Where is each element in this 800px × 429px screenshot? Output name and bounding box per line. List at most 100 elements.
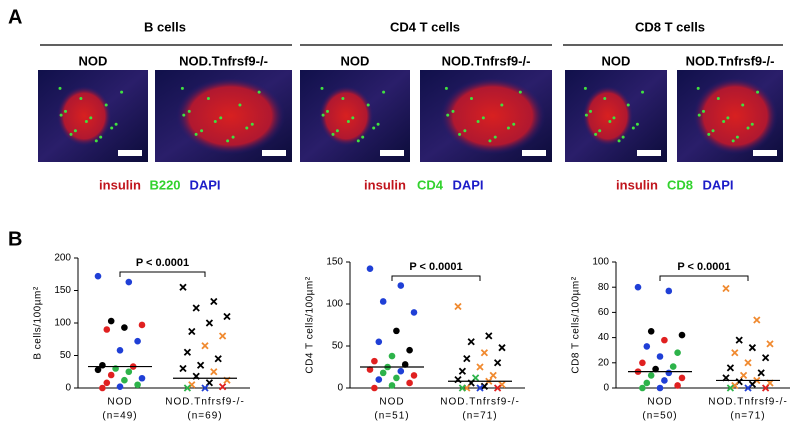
stain-dot [250, 122, 254, 126]
data-point [639, 359, 646, 367]
y-tick-label: 150 [54, 285, 71, 296]
islet [692, 77, 778, 155]
data-point [731, 381, 739, 390]
data-point [643, 343, 651, 350]
data-point [125, 368, 133, 376]
stain-dot [361, 135, 365, 139]
stain-dot [182, 113, 186, 117]
stain-dot [99, 135, 103, 139]
stain-dot [444, 86, 448, 90]
y-tick-label: 100 [592, 257, 609, 268]
data-point [458, 384, 467, 392]
stain-dot [335, 129, 339, 133]
data-point [103, 326, 111, 333]
y-tick-label: 200 [54, 253, 71, 264]
stain-label: CD8 [667, 177, 693, 192]
stain-dot [180, 86, 184, 90]
data-point [183, 348, 192, 356]
scale-bar [637, 150, 661, 156]
stain-dot [84, 120, 88, 124]
data-point [722, 284, 730, 293]
data-point [643, 379, 651, 387]
stain-dot [200, 129, 204, 133]
stain-dot [512, 122, 516, 126]
data-point [467, 338, 475, 346]
y-tick-label: 50 [60, 350, 72, 361]
n-label: (n=69) [187, 411, 222, 422]
stain-dot [631, 126, 635, 130]
stain-dot [750, 122, 754, 126]
data-point [201, 384, 209, 392]
stain-dot [213, 120, 217, 124]
data-point [107, 371, 115, 379]
x-tick-label: NOD [379, 397, 404, 408]
data-point [661, 377, 668, 384]
x-tick-label: NOD [107, 397, 132, 408]
stain-dot [238, 103, 242, 107]
data-point [196, 361, 205, 369]
stain-dot [331, 132, 335, 136]
data-point [214, 355, 222, 363]
data-point [498, 344, 506, 352]
sample-label: NOD [602, 53, 631, 68]
significance-bracket [391, 275, 481, 281]
stain-dot [73, 129, 77, 133]
data-point [393, 327, 400, 335]
p-value: P < 0.0001 [136, 257, 189, 269]
stain-label: DAPI [452, 177, 483, 192]
data-point [94, 366, 102, 374]
stain-dot [382, 90, 386, 94]
stain-dot [598, 129, 602, 133]
stain-dot [79, 97, 83, 101]
data-point [410, 372, 418, 379]
stain-label: DAPI [702, 177, 733, 192]
data-point [454, 302, 462, 311]
stain-dot [702, 109, 705, 113]
islet [582, 85, 634, 147]
n-label: (n=51) [374, 411, 409, 422]
data-point [476, 363, 484, 371]
data-point [125, 278, 133, 286]
stain-dot [641, 90, 645, 94]
data-point [744, 384, 752, 392]
data-point [134, 381, 141, 389]
data-point [674, 382, 681, 389]
x-tick-label: NOD.Tnfrsf9-/- [440, 397, 520, 408]
group-title: B cells [144, 19, 186, 34]
stain-dot [731, 139, 735, 143]
data-point [366, 366, 374, 373]
data-point [761, 384, 770, 392]
stain-dot [481, 116, 485, 120]
scale-bar [118, 150, 142, 156]
islet [439, 77, 546, 155]
stain-label: DAPI [189, 177, 220, 192]
data-point [735, 336, 743, 344]
panel-label: A [8, 6, 22, 28]
data-point [669, 363, 677, 370]
stain-dot [726, 116, 730, 120]
data-point [371, 357, 378, 365]
data-point [103, 379, 111, 387]
y-tick-label: 100 [326, 299, 343, 310]
stain-dot [589, 109, 592, 113]
data-point [406, 379, 413, 387]
stain-dot [451, 109, 455, 113]
scale-bar [262, 150, 286, 156]
stain-label: insulin [616, 177, 658, 192]
significance-bracket [119, 271, 206, 277]
data-point [401, 361, 409, 368]
stain-dot [697, 113, 701, 117]
stain-dot [612, 116, 616, 120]
y-axis-label: CD8 T cells/100µm² [571, 276, 582, 373]
data-point [678, 374, 686, 382]
stain-dot [110, 126, 114, 130]
islet [56, 85, 112, 147]
data-point [223, 312, 231, 321]
data-point [493, 384, 502, 392]
stain-dot [696, 86, 700, 90]
data-point [371, 384, 378, 392]
stain-dot [500, 103, 504, 107]
data-point [739, 371, 748, 380]
stain-dot [518, 90, 522, 94]
data-point [379, 369, 387, 377]
